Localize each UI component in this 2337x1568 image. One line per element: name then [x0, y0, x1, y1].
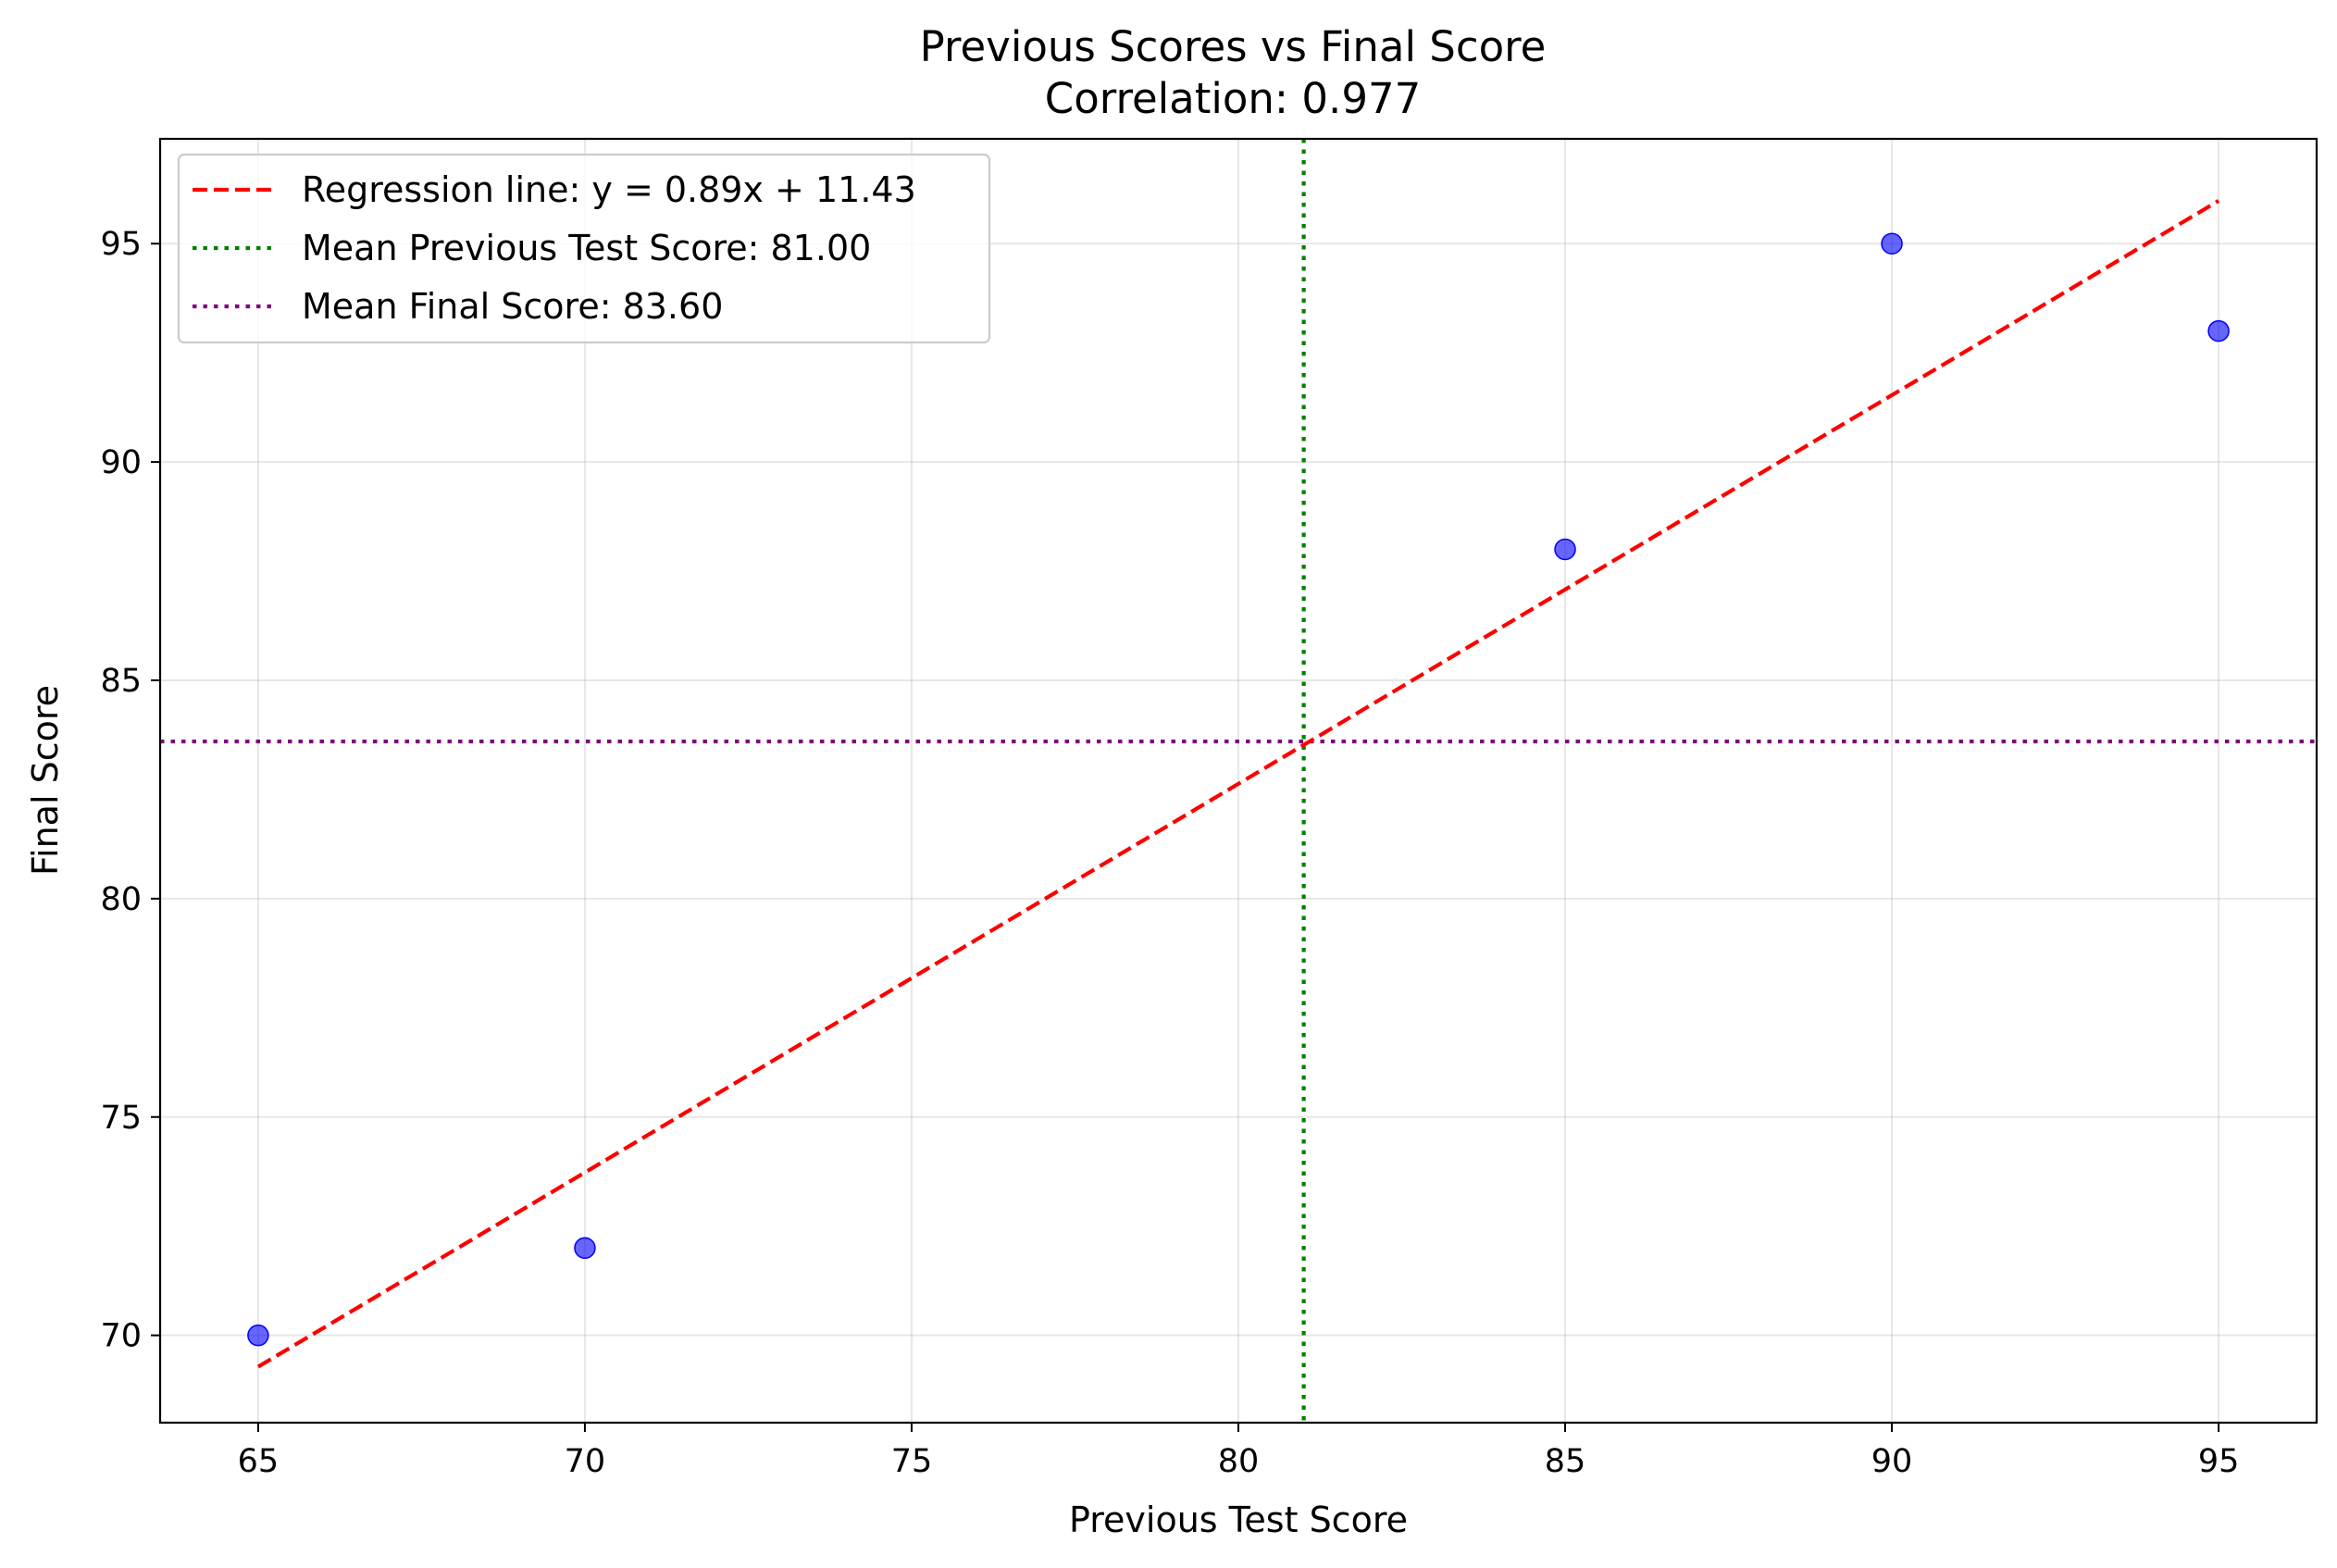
y-tick-label: 95 — [100, 226, 142, 263]
data-point — [1554, 538, 1576, 561]
regression-line-group — [256, 199, 2220, 1369]
data-point — [2207, 319, 2230, 342]
grid-lines — [160, 139, 2317, 1423]
axis-ticks: 65 70 75 80 85 90 95 70 75 80 85 90 95 — [100, 226, 2239, 1480]
y-tick-label: 85 — [100, 663, 142, 700]
legend-label-mean-previous: Mean Previous Test Score: 81.00 — [302, 228, 871, 268]
x-tick-label: 95 — [2198, 1443, 2240, 1480]
y-tick-label: 70 — [100, 1318, 142, 1355]
data-points — [247, 232, 2230, 1347]
regression-line — [256, 199, 2220, 1369]
mean-lines — [160, 139, 2317, 1423]
x-tick-label: 80 — [1218, 1443, 1260, 1480]
data-point — [1881, 232, 1903, 255]
data-point — [247, 1324, 269, 1347]
y-tick-label: 75 — [100, 1100, 142, 1137]
chart-subtitle: Correlation: 0.977 — [1045, 74, 1421, 123]
y-tick-label: 90 — [100, 444, 142, 481]
x-axis-label: Previous Test Score — [1069, 1500, 1408, 1540]
x-tick-label: 70 — [565, 1443, 606, 1480]
x-tick-label: 85 — [1545, 1443, 1586, 1480]
legend-box — [177, 153, 991, 344]
data-point — [574, 1237, 596, 1260]
y-tick-label: 80 — [100, 881, 142, 918]
x-tick-label: 65 — [238, 1443, 280, 1480]
y-axis-label: Final Score — [25, 685, 66, 876]
chart-title: Previous Scores vs Final Score — [920, 22, 1547, 71]
legend-label-regression: Regression line: y = 0.89x + 11.43 — [302, 169, 916, 210]
legend: Regression line: y = 0.89x + 11.43 Mean … — [177, 153, 991, 344]
legend-label-mean-final: Mean Final Score: 83.60 — [302, 286, 723, 327]
x-tick-label: 75 — [891, 1443, 933, 1480]
x-tick-label: 90 — [1871, 1443, 1913, 1480]
